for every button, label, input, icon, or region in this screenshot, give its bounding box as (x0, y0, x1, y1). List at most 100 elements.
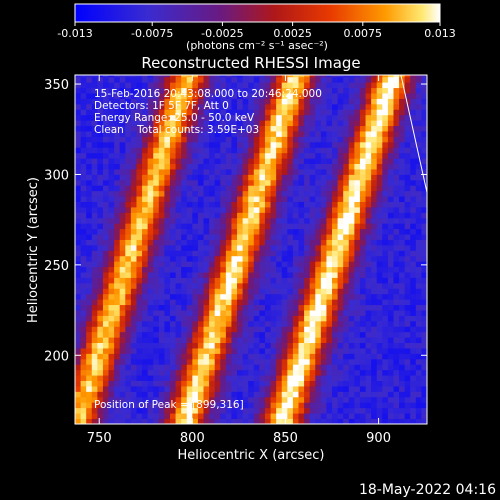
heatmap-pixel (354, 348, 361, 354)
heatmap-pixel (348, 282, 355, 289)
heatmap-pixel (147, 250, 154, 257)
heatmap-pixel (214, 158, 221, 164)
heatmap-pixel (86, 196, 93, 202)
heatmap-pixel (158, 75, 165, 78)
heatmap-pixel (220, 386, 227, 392)
heatmap-pixel (248, 158, 255, 164)
heatmap-pixel (259, 163, 266, 170)
heatmap-pixel (393, 163, 400, 170)
heatmap-pixel (298, 125, 305, 132)
heatmap-pixel (292, 163, 299, 170)
heatmap-pixel (175, 375, 182, 381)
heatmap-pixel (197, 103, 204, 110)
heatmap-pixel (309, 207, 316, 213)
heatmap-pixel (231, 272, 238, 278)
heatmap-pixel (197, 93, 204, 99)
heatmap-pixel (231, 386, 238, 392)
heatmap-pixel (197, 331, 204, 338)
heatmap-pixel (421, 82, 427, 89)
heatmap-pixel (404, 114, 411, 121)
heatmap-pixel (147, 114, 154, 121)
heatmap-pixel (147, 147, 154, 154)
heatmap-pixel (270, 190, 277, 197)
heatmap-pixel (136, 266, 143, 273)
heatmap-pixel (147, 152, 154, 159)
heatmap-pixel (125, 348, 132, 354)
heatmap-pixel (192, 217, 199, 224)
heatmap-pixel (125, 120, 132, 127)
heatmap-pixel (348, 391, 355, 398)
heatmap-pixel (181, 413, 188, 419)
heatmap-pixel (181, 304, 188, 311)
heatmap-pixel (119, 109, 126, 116)
heatmap-pixel (248, 402, 255, 409)
heatmap-pixel (259, 201, 266, 208)
heatmap-pixel (304, 375, 311, 381)
heatmap-pixel (376, 98, 383, 105)
heatmap-pixel (387, 261, 394, 268)
heatmap-pixel (410, 261, 417, 268)
heatmap-pixel (421, 407, 427, 414)
heatmap-pixel (248, 141, 255, 148)
heatmap-pixel (365, 288, 372, 295)
heatmap-pixel (253, 277, 260, 284)
heatmap-pixel (264, 353, 271, 360)
heatmap-pixel (248, 185, 255, 192)
heatmap-pixel (320, 418, 327, 424)
heatmap-pixel (415, 207, 422, 213)
heatmap-pixel (421, 98, 427, 105)
heatmap-pixel (169, 255, 176, 262)
heatmap-pixel (220, 364, 227, 371)
heatmap-pixel (192, 375, 199, 381)
heatmap-pixel (337, 158, 344, 164)
heatmap-pixel (365, 179, 372, 186)
heatmap-pixel (97, 169, 104, 175)
heatmap-pixel (309, 217, 316, 224)
heatmap-pixel (309, 93, 316, 99)
heatmap-pixel (209, 353, 216, 360)
heatmap-pixel (393, 98, 400, 105)
heatmap-pixel (292, 418, 299, 424)
heatmap-pixel (242, 82, 249, 89)
heatmap-pixel (91, 87, 98, 94)
heatmap-pixel (114, 125, 121, 132)
heatmap-pixel (175, 391, 182, 398)
heatmap-pixel (114, 299, 121, 306)
heatmap-pixel (209, 223, 216, 230)
heatmap-pixel (108, 239, 115, 246)
heatmap-pixel (125, 277, 132, 284)
heatmap-pixel (209, 261, 216, 268)
heatmap-pixel (192, 353, 199, 360)
heatmap-pixel (136, 201, 143, 208)
heatmap-pixel (304, 391, 311, 398)
heatmap-pixel (421, 375, 427, 381)
heatmap-pixel (142, 87, 149, 94)
heatmap-pixel (80, 299, 87, 306)
heatmap-pixel (404, 141, 411, 148)
heatmap-pixel (348, 120, 355, 127)
heatmap-pixel (253, 158, 260, 164)
heatmap-pixel (287, 418, 294, 424)
heatmap-pixel (153, 331, 160, 338)
heatmap-pixel (320, 386, 327, 392)
heatmap-pixel (197, 304, 204, 311)
heatmap-pixel (114, 239, 121, 246)
heatmap-pixel (315, 223, 322, 230)
heatmap-pixel (108, 207, 115, 213)
heatmap-pixel (125, 358, 132, 365)
heatmap-pixel (164, 418, 171, 424)
heatmap-pixel (276, 244, 283, 251)
heatmap-pixel (119, 386, 126, 392)
heatmap-pixel (337, 407, 344, 414)
heatmap-pixel (237, 147, 244, 154)
heatmap-pixel (365, 320, 372, 327)
heatmap-pixel (142, 348, 149, 354)
heatmap-pixel (75, 152, 81, 159)
heatmap-pixel (209, 250, 216, 257)
heatmap-pixel (320, 413, 327, 419)
heatmap-pixel (97, 125, 104, 132)
heatmap-pixel (186, 75, 193, 78)
y-tick-label: 300 (44, 168, 69, 183)
heatmap-pixel (181, 147, 188, 154)
heatmap-pixel (359, 255, 366, 262)
